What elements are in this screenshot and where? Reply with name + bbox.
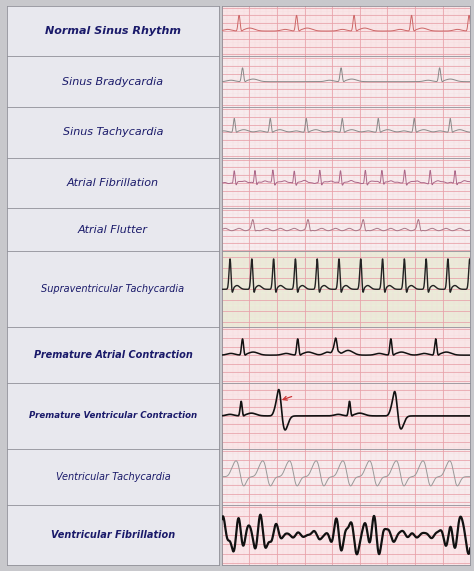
Text: Sinus Tachycardia: Sinus Tachycardia	[63, 127, 164, 137]
Text: Atrial Flutter: Atrial Flutter	[78, 225, 148, 235]
Text: Ventricular Fibrillation: Ventricular Fibrillation	[51, 530, 175, 540]
Text: Supraventricular Tachycardia: Supraventricular Tachycardia	[42, 284, 184, 294]
Text: Atrial Fibrillation: Atrial Fibrillation	[67, 178, 159, 188]
Text: Normal Sinus Rhythm: Normal Sinus Rhythm	[45, 26, 181, 36]
Text: Premature Atrial Contraction: Premature Atrial Contraction	[34, 350, 192, 360]
Text: Premature Ventricular Contraction: Premature Ventricular Contraction	[29, 411, 197, 420]
Text: Sinus Bradycardia: Sinus Bradycardia	[63, 77, 164, 87]
Text: Ventricular Tachycardia: Ventricular Tachycardia	[55, 472, 171, 482]
